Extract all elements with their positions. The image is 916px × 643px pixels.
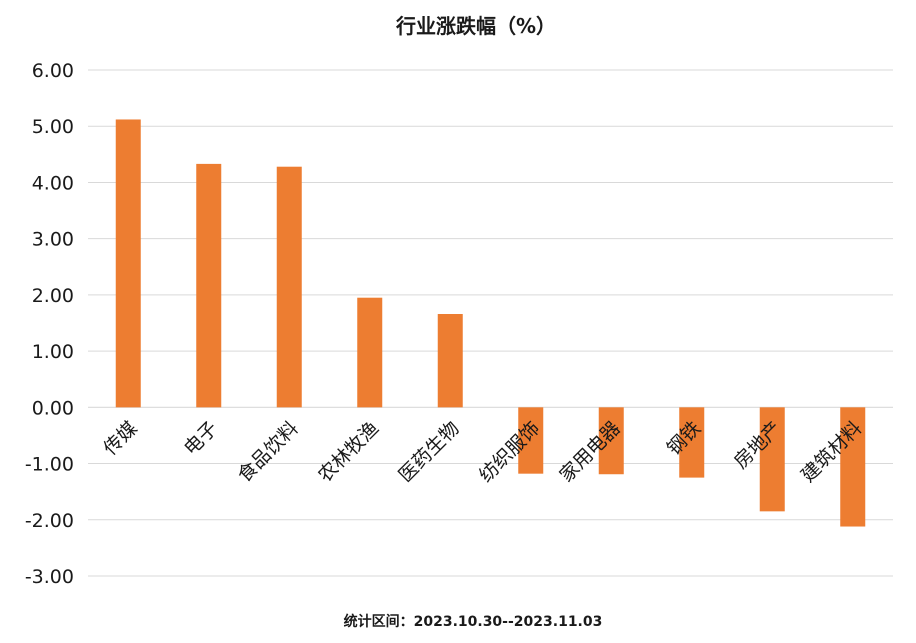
y-tick-label: -1.00	[25, 454, 74, 476]
bar-房地产	[759, 407, 785, 512]
x-category-label: 农林牧渔	[314, 417, 383, 486]
footer-date-range: 统计区间：2023.10.30--2023.11.03	[344, 613, 603, 630]
bar-食品饮料	[276, 166, 302, 408]
bar-钢铁	[679, 407, 705, 478]
bars	[115, 119, 866, 527]
bar-传媒	[115, 119, 141, 408]
x-category-label: 电子	[180, 417, 222, 459]
x-category-label: 医药生物	[394, 417, 463, 486]
bar-纺织服饰	[518, 407, 544, 474]
y-tick-label: 0.00	[32, 397, 74, 419]
y-tick-label: 1.00	[32, 341, 74, 363]
y-tick-label: 2.00	[32, 285, 74, 307]
chart-title: 行业涨跌幅（%）	[395, 14, 556, 38]
y-tick-label: 5.00	[32, 116, 74, 138]
bar-农林牧渔	[357, 297, 383, 408]
x-category-label: 食品饮料	[233, 417, 302, 486]
bar-建筑材料	[840, 407, 866, 527]
y-tick-label: 3.00	[32, 229, 74, 251]
bar-家用电器	[598, 407, 624, 475]
y-tick-label: -2.00	[25, 510, 74, 532]
x-category-label: 传媒	[99, 417, 141, 459]
y-axis-ticks: 6.00 5.00 4.00 3.00 2.00 1.00 0.00 -1.00 -2.00 -3…	[25, 60, 74, 588]
gridlines	[88, 69, 893, 577]
bar-医药生物	[437, 314, 463, 408]
x-axis-labels: 传媒 电子 食品饮料 农林牧渔 医药生物 纺织服饰 家用电器 钢铁 房地产 建筑材料	[99, 417, 866, 486]
y-tick-label: -3.00	[25, 566, 74, 588]
bar-电子	[196, 163, 222, 408]
y-tick-label: 6.00	[32, 60, 74, 82]
y-tick-label: 4.00	[32, 172, 74, 194]
